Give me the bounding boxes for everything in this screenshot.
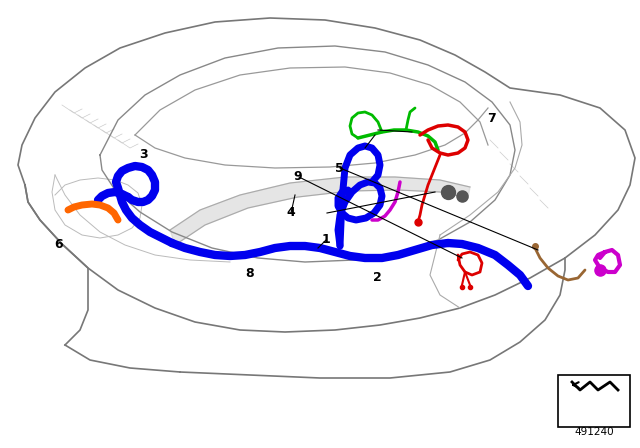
Text: 3: 3 bbox=[140, 148, 148, 161]
Polygon shape bbox=[170, 177, 470, 245]
Text: 8: 8 bbox=[245, 267, 254, 280]
Text: 9: 9 bbox=[293, 170, 302, 184]
Text: 6: 6 bbox=[54, 237, 63, 251]
Text: 4: 4 bbox=[287, 206, 296, 220]
Text: 2: 2 bbox=[373, 271, 382, 284]
Bar bbox=[558, 375, 630, 427]
Text: 7: 7 bbox=[487, 112, 496, 125]
Text: 491240: 491240 bbox=[574, 427, 614, 437]
Text: 5: 5 bbox=[335, 161, 344, 175]
Text: 1: 1 bbox=[322, 233, 331, 246]
